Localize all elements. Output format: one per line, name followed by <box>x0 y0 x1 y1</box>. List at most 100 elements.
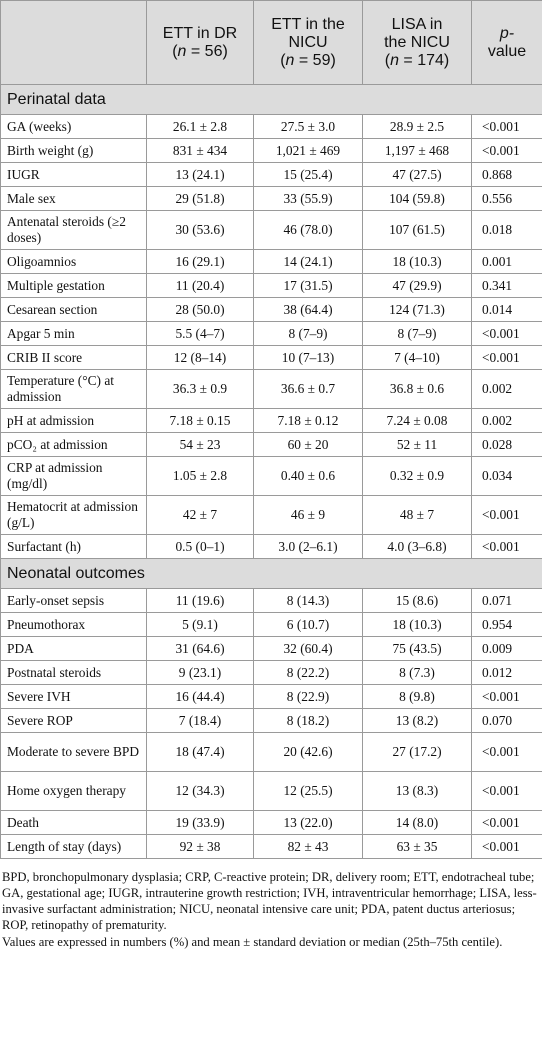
cell-p-value: <0.001 <box>471 771 542 811</box>
table-row: Apgar 5 min 5.5 (4–7) 8 (7–9) 8 (7–9) <0.001 <box>0 321 542 346</box>
table-row: Surfactant (h) 0.5 (0–1) 3.0 (2–6.1) 4.0 (3… <box>0 534 542 559</box>
cell-lisa-nicu: 18 (10.3) <box>362 612 472 637</box>
row-label: Postnatal steroids <box>0 660 147 685</box>
data-table: ETT in DR (n = 56) ETT in the NICU (n = … <box>0 0 542 859</box>
cell-ett-nicu: 8 (22.9) <box>253 684 363 709</box>
row-label: CRIB II score <box>0 345 147 370</box>
cell-lisa-nicu: 8 (7–9) <box>362 321 472 346</box>
cell-ett-dr: 12 (34.3) <box>146 771 254 811</box>
header-lisa-nicu-title2: the NICU <box>384 33 450 51</box>
cell-ett-dr: 5.5 (4–7) <box>146 321 254 346</box>
row-label: Home oxygen therapy <box>0 771 147 811</box>
row-label: pH at admission <box>0 408 147 433</box>
cell-ett-nicu: 82 ± 43 <box>253 834 363 859</box>
table-row: Antenatal steroids (≥2 doses) 30 (53.6) 46… <box>0 210 542 250</box>
table-row: Early-onset sepsis 11 (19.6) 8 (14.3) 15 (8… <box>0 588 542 613</box>
cell-ett-dr: 0.5 (0–1) <box>146 534 254 559</box>
cell-p-value: 0.341 <box>471 273 542 298</box>
header-ett-dr-title: ETT in DR <box>162 24 238 42</box>
cell-ett-nicu: 14 (24.1) <box>253 249 363 274</box>
cell-p-value: 0.009 <box>471 636 542 661</box>
cell-p-value: <0.001 <box>471 810 542 835</box>
cell-p-value: <0.001 <box>471 345 542 370</box>
cell-ett-dr: 31 (64.6) <box>146 636 254 661</box>
cell-ett-dr: 42 ± 7 <box>146 495 254 535</box>
cell-ett-nicu: 12 (25.5) <box>253 771 363 811</box>
row-label: Early-onset sepsis <box>0 588 147 613</box>
row-label: Moderate to severe BPD <box>0 732 147 772</box>
cell-p-value: <0.001 <box>471 495 542 535</box>
cell-lisa-nicu: 104 (59.8) <box>362 186 472 211</box>
header-ett-nicu: ETT in the NICU (n = 59) <box>253 0 363 85</box>
cell-ett-nicu: 10 (7–13) <box>253 345 363 370</box>
cell-ett-dr: 16 (44.4) <box>146 684 254 709</box>
cell-p-value: 0.868 <box>471 162 542 187</box>
header-ett-dr: ETT in DR (n = 56) <box>146 0 254 85</box>
row-label: Severe IVH <box>0 684 147 709</box>
cell-ett-nicu: 3.0 (2–6.1) <box>253 534 363 559</box>
cell-ett-nicu: 7.18 ± 0.12 <box>253 408 363 433</box>
header-lisa-nicu: LISA in the NICU (n = 174) <box>362 0 472 85</box>
cell-lisa-nicu: 107 (61.5) <box>362 210 472 250</box>
header-p-value: p- value <box>471 0 542 85</box>
row-label: Apgar 5 min <box>0 321 147 346</box>
row-label: Severe ROP <box>0 708 147 733</box>
table-row: Length of stay (days) 92 ± 38 82 ± 43 63 ± … <box>0 834 542 859</box>
header-ett-nicu-title1: ETT in the <box>271 15 345 33</box>
cell-p-value: <0.001 <box>471 321 542 346</box>
row-label: Temperature (°C) at admission <box>0 369 147 409</box>
cell-lisa-nicu: 7.24 ± 0.08 <box>362 408 472 433</box>
table-row: Oligoamnios 16 (29.1) 14 (24.1) 18 (10.3) 0.… <box>0 249 542 274</box>
cell-p-value: 0.002 <box>471 369 542 409</box>
cell-p-value: 0.071 <box>471 588 542 613</box>
cell-p-value: 0.556 <box>471 186 542 211</box>
table-row: Postnatal steroids 9 (23.1) 8 (22.2) 8 (7.3… <box>0 660 542 685</box>
cell-ett-nicu: 17 (31.5) <box>253 273 363 298</box>
cell-lisa-nicu: 18 (10.3) <box>362 249 472 274</box>
cell-p-value: <0.001 <box>471 534 542 559</box>
header-blank-cell <box>0 0 147 85</box>
cell-ett-nicu: 33 (55.9) <box>253 186 363 211</box>
header-lisa-nicu-count: = 174) <box>398 51 450 69</box>
cell-ett-dr: 831 ± 434 <box>146 138 254 163</box>
cell-ett-nicu: 36.6 ± 0.7 <box>253 369 363 409</box>
row-label: pCO₂ at admission <box>0 432 147 457</box>
row-label: Antenatal steroids (≥2 doses) <box>0 210 147 250</box>
header-lisa-nicu-n: n <box>390 51 399 69</box>
cell-ett-dr: 1.05 ± 2.8 <box>146 456 254 496</box>
cell-p-value: 0.018 <box>471 210 542 250</box>
header-ett-dr-n: n <box>177 42 187 60</box>
cell-lisa-nicu: 28.9 ± 2.5 <box>362 114 472 139</box>
cell-p-value: 0.070 <box>471 708 542 733</box>
cell-ett-dr: 30 (53.6) <box>146 210 254 250</box>
cell-lisa-nicu: 47 (27.5) <box>362 162 472 187</box>
cell-lisa-nicu: 4.0 (3–6.8) <box>362 534 472 559</box>
header-ett-dr-count: = 56) <box>186 42 228 60</box>
header-p-value-label: value <box>487 42 527 60</box>
cell-ett-nicu: 38 (64.4) <box>253 297 363 322</box>
cell-p-value: <0.001 <box>471 684 542 709</box>
row-label: PDA <box>0 636 147 661</box>
header-row: ETT in DR (n = 56) ETT in the NICU (n = … <box>0 0 542 85</box>
cell-lisa-nicu: 47 (29.9) <box>362 273 472 298</box>
row-label: Hematocrit at admission (g/L) <box>0 495 147 535</box>
cell-ett-nicu: 15 (25.4) <box>253 162 363 187</box>
cell-lisa-nicu: 15 (8.6) <box>362 588 472 613</box>
cell-lisa-nicu: 36.8 ± 0.6 <box>362 369 472 409</box>
table-body: Perinatal data GA (weeks) 26.1 ± 2.8 27.5 ±… <box>0 84 542 859</box>
table-footnotes: BPD, bronchopulmonary dysplasia; CRP, C-… <box>0 859 542 950</box>
section-header-row: Perinatal data <box>0 84 542 115</box>
cell-ett-dr: 19 (33.9) <box>146 810 254 835</box>
table-row: Male sex 29 (51.8) 33 (55.9) 104 (59.8) 0.55… <box>0 186 542 211</box>
cell-p-value: 0.954 <box>471 612 542 637</box>
header-p-value-italic: p- <box>499 24 515 42</box>
cell-lisa-nicu: 63 ± 35 <box>362 834 472 859</box>
cell-lisa-nicu: 124 (71.3) <box>362 297 472 322</box>
header-lisa-nicu-title1: LISA in <box>391 15 443 33</box>
row-label: IUGR <box>0 162 147 187</box>
table-row: CRP at admission (mg/dl) 1.05 ± 2.8 0.40 ±… <box>0 456 542 496</box>
table-row: pH at admission 7.18 ± 0.15 7.18 ± 0.12 7.2… <box>0 408 542 433</box>
header-ett-nicu-n: n <box>285 51 295 69</box>
section-title: Perinatal data <box>0 84 542 115</box>
cell-ett-dr: 36.3 ± 0.9 <box>146 369 254 409</box>
